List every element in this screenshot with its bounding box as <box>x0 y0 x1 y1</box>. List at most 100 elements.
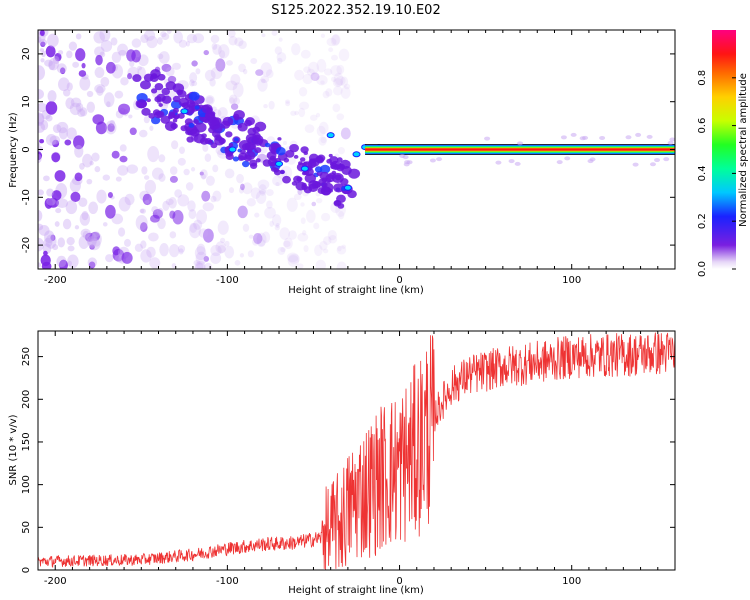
spectrogram-cell <box>144 179 157 195</box>
spectrogram-cell <box>201 190 211 202</box>
spectrogram-cell <box>321 212 331 222</box>
spectrogram-cell <box>336 113 345 121</box>
spectrogram-cell <box>66 50 73 59</box>
spectrogram-cell <box>109 119 115 127</box>
spectrogram-cell <box>224 168 235 179</box>
spectrogram-cell <box>337 203 345 209</box>
spectrogram-cell <box>303 245 309 253</box>
spectrogram-hotspot <box>343 184 352 191</box>
spectrogram-cell <box>219 50 226 59</box>
spectrogram-cell <box>310 114 318 121</box>
spectrogram-cell <box>298 87 308 97</box>
spectrogram-cell <box>190 167 196 172</box>
spectrogram-cell <box>149 125 154 131</box>
spectrogram-cell <box>321 177 328 183</box>
spectrogram-cell <box>261 231 271 243</box>
spectrogram-x-tick-label: -100 <box>216 275 239 286</box>
spectrogram-cell <box>217 220 229 235</box>
spectrogram-cell <box>337 147 345 155</box>
spectrogram-cell <box>269 161 276 167</box>
spectrogram-cell <box>277 246 286 255</box>
spectrogram-cell <box>232 113 240 119</box>
spectrogram-cell <box>204 138 212 145</box>
spectrogram-cell <box>69 102 82 116</box>
spectrogram-cell <box>38 121 46 133</box>
spectrogram-cell <box>285 150 295 158</box>
spectrogram-cell <box>94 84 106 94</box>
spectrogram-cell <box>79 107 88 117</box>
spectrogram-cell <box>589 157 596 162</box>
spectrogram-cell <box>38 223 44 231</box>
spectrogram-cell <box>285 101 291 107</box>
spectrogram-cell <box>330 65 342 77</box>
spectrogram-cell <box>257 238 266 247</box>
spectrogram-cell <box>330 164 336 169</box>
spectrogram-cell <box>258 184 267 195</box>
spectrogram-cell <box>172 118 178 123</box>
spectrogram-cell <box>169 175 178 183</box>
spectrogram-cell <box>91 152 100 162</box>
spectrogram-cell <box>322 90 330 99</box>
spectrogram-cell <box>167 115 173 120</box>
spectrogram-y-tick-label: 20 <box>21 48 32 61</box>
spectrogram-cell <box>204 95 215 106</box>
spectrogram-cell <box>304 173 317 184</box>
spectrogram-cell <box>38 36 42 43</box>
snr-x-tick-label: 0 <box>396 576 402 587</box>
spectrogram-cell <box>495 160 502 165</box>
spectrogram-cell <box>56 63 67 74</box>
spectrogram-cell <box>115 176 122 182</box>
spectrogram-cell <box>280 247 286 253</box>
spectrogram-cell <box>237 155 245 161</box>
spectrogram-cell <box>55 208 62 214</box>
spectrogram-cell <box>46 188 54 197</box>
spectrogram-cell <box>327 229 337 241</box>
spectrogram-cell <box>217 107 228 119</box>
spectrogram-cell <box>347 190 357 199</box>
spectrogram-cell <box>265 69 274 79</box>
spectrogram-cell <box>49 135 61 145</box>
spectrogram-cell <box>237 122 248 132</box>
spectrogram-cell <box>161 87 171 96</box>
spectrogram-cell <box>56 121 69 134</box>
spectrogram-cell <box>118 49 127 57</box>
spectrogram-cell <box>274 225 280 231</box>
spectrogram-cell <box>316 125 326 137</box>
spectrogram-cell <box>239 149 246 155</box>
spectrogram-cell <box>169 231 177 239</box>
spectrogram-cell <box>654 158 661 163</box>
spectrogram-x-ticks: -200 -100 0 100 <box>37 30 676 286</box>
spectrogram-cell <box>89 231 101 241</box>
spectrogram-cell <box>222 116 234 126</box>
spectrogram-cell <box>228 187 235 194</box>
spectrogram-cell <box>134 243 143 252</box>
spectrogram-cell <box>159 243 169 257</box>
spectrogram-cell <box>139 208 145 214</box>
spectrogram-cell <box>186 33 198 44</box>
spectrogram-cell <box>148 112 156 119</box>
spectrogram-cell <box>47 90 57 103</box>
spectrogram-cell <box>112 246 121 256</box>
spectrogram-cell <box>196 243 206 256</box>
spectrogram-cell <box>205 175 215 186</box>
spectrogram-cell <box>283 237 293 250</box>
spectrogram-cell <box>59 67 66 75</box>
spectrogram-cell <box>205 96 214 104</box>
spectrogram-cell <box>331 34 341 46</box>
spectrogram-x-tick-label: 0 <box>396 275 402 286</box>
spectrogram-cell <box>185 40 191 47</box>
spectrogram-cell <box>129 127 137 136</box>
spectrogram-cell <box>56 198 69 209</box>
spectrogram-cell <box>315 112 321 118</box>
spectrogram-cell <box>253 233 263 244</box>
spectrogram-cell <box>166 30 172 34</box>
spectrogram-cell <box>340 86 351 99</box>
spectrogram-cell <box>241 143 251 151</box>
spectrogram-cell <box>260 75 270 83</box>
spectrogram-cell <box>128 114 133 119</box>
spectrogram-cell <box>266 200 273 209</box>
spectrogram-cell <box>406 160 413 165</box>
snr-x-tick-label: -200 <box>44 576 67 587</box>
spectrogram-cell <box>210 66 223 80</box>
spectrogram-cell <box>137 65 142 71</box>
